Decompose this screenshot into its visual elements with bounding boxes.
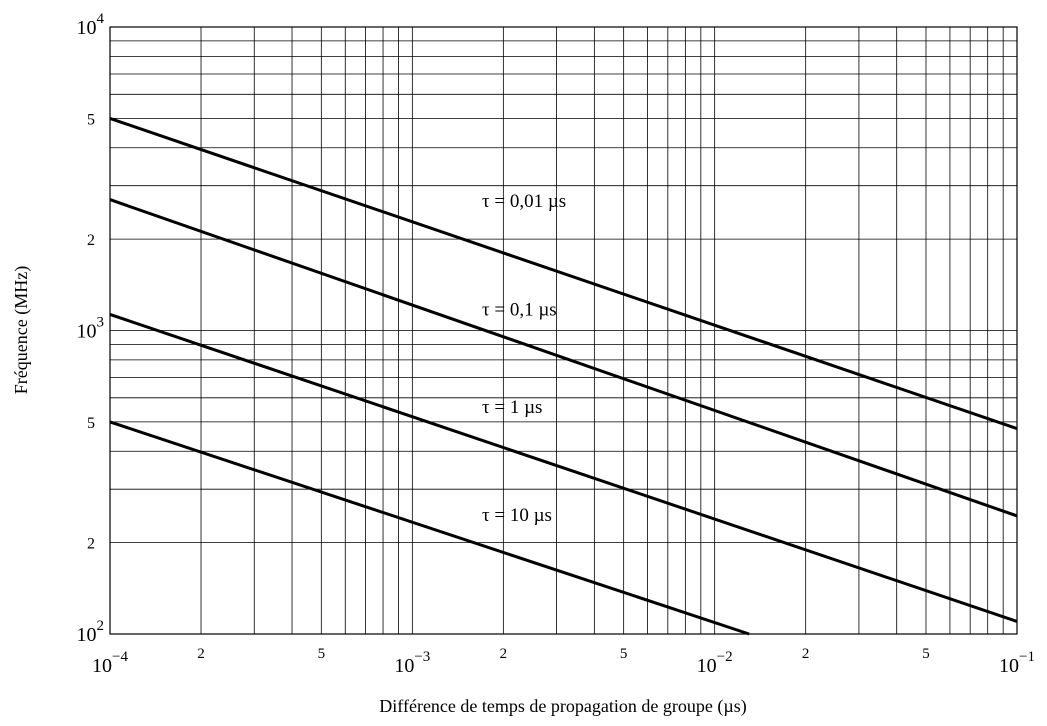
x-major-tick-label: 10−4 (92, 649, 128, 677)
x-major-tick-label: 10−2 (697, 649, 733, 677)
plot-frame (109, 26, 1018, 635)
y-minor-tick-label: 5 (87, 111, 95, 128)
y-major-tick-label: 102 (77, 618, 105, 646)
series-label-3: τ = 1 µs (482, 397, 542, 418)
x-minor-tick-label: 2 (500, 646, 508, 662)
series-labels: τ = 0,01 µs τ = 0,1 µs τ = 1 µs τ = 10 µs (482, 191, 566, 526)
x-minor-tick-label: 2 (802, 646, 810, 662)
y-minor-tick-label: 5 (87, 415, 95, 432)
series-line-3 (109, 312, 1018, 623)
y-minor-tick-label: 2 (87, 536, 95, 553)
series-label-1: τ = 0,01 µs (482, 191, 566, 212)
x-minor-tick-label: 5 (922, 646, 930, 662)
tick-labels: 10−4 10−3 10−2 10−1 2 5 2 5 2 5 102 103 104 2 5 2 5 (77, 11, 1035, 677)
y-major-tick-label: 103 (77, 315, 105, 343)
x-major-tick-label: 10−1 (999, 649, 1035, 677)
grid (110, 27, 1017, 634)
series-line-1 (109, 116, 1018, 431)
x-minor-tick-label: 5 (318, 646, 326, 662)
x-axis-label: Différence de temps de propagation de gr… (379, 696, 746, 717)
x-minor-tick-label: 5 (620, 646, 628, 662)
series-line-2 (109, 198, 1018, 518)
series-line-4 (109, 420, 750, 636)
y-axis-label: Fréquence (MHz) (11, 266, 32, 394)
x-major-tick-label: 10−3 (394, 649, 430, 677)
series-label-2: τ = 0,1 µs (482, 300, 557, 321)
series-label-4: τ = 10 µs (482, 505, 552, 526)
y-minor-tick-label: 2 (87, 232, 95, 249)
y-major-tick-label: 104 (77, 11, 105, 39)
series-lines (109, 116, 1018, 636)
x-minor-tick-label: 2 (197, 646, 205, 662)
